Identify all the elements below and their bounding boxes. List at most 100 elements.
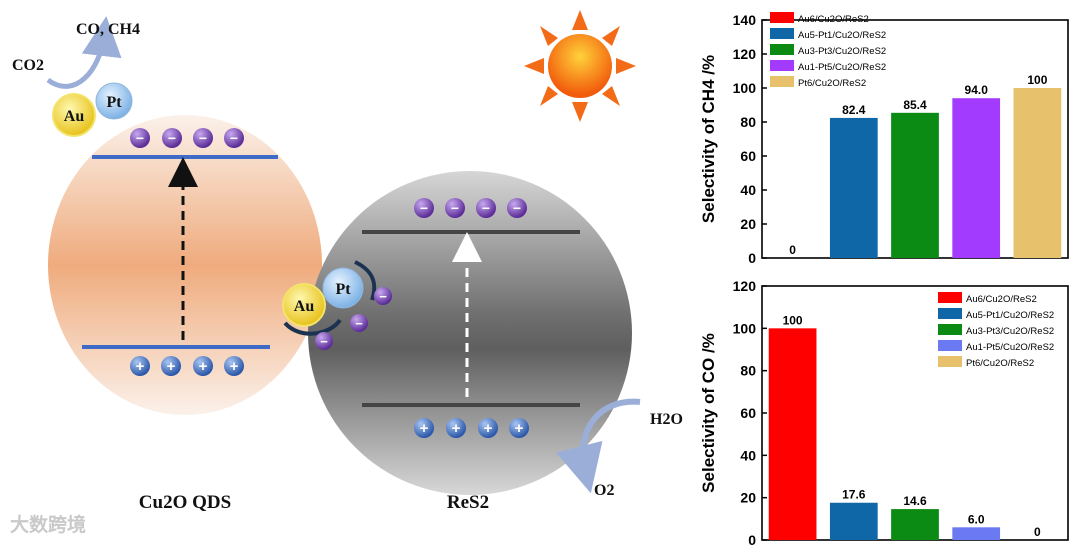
- co2-reduction-arrow: [46, 16, 122, 89]
- y-tick-label: 20: [740, 490, 756, 506]
- res2-sphere: [308, 171, 632, 495]
- electron-icon: −: [445, 198, 465, 218]
- svg-text:Au: Au: [64, 108, 85, 125]
- bar-value-label: 85.4: [903, 98, 927, 112]
- legend-swatch: [770, 44, 794, 55]
- legend-label: Au1-Pt5/Cu2O/ReS2: [798, 62, 886, 73]
- svg-text:+: +: [420, 420, 429, 437]
- legend-label: Pt6/Cu2O/ReS2: [798, 78, 866, 89]
- svg-text:−: −: [451, 200, 459, 216]
- bar: [952, 98, 1001, 258]
- electron-icon: −: [350, 314, 368, 332]
- co2-label: CO2: [12, 57, 44, 74]
- pt-nanoparticle-top: Pt: [95, 82, 133, 120]
- y-tick-label: 80: [740, 114, 756, 130]
- cu2o-sphere: [48, 115, 322, 415]
- bar-value-label: 94.0: [965, 83, 989, 97]
- bar-value-label: 100: [1027, 73, 1047, 87]
- svg-text:−: −: [168, 130, 176, 146]
- bar-value-label: 0: [789, 243, 796, 257]
- svg-text:+: +: [230, 358, 239, 375]
- au-nanoparticle-top: Au: [52, 93, 96, 137]
- legend-swatch: [770, 60, 794, 71]
- bar-value-label: 100: [783, 313, 803, 327]
- legend-swatch: [938, 356, 962, 367]
- legend-swatch: [938, 292, 962, 303]
- electron-icon: −: [507, 198, 527, 218]
- cu2o-holes: + + + +: [130, 356, 244, 376]
- svg-text:−: −: [420, 200, 428, 216]
- res2-caption: ReS2: [447, 492, 489, 513]
- hole-icon: +: [446, 418, 466, 438]
- svg-text:Pt: Pt: [335, 281, 351, 298]
- electron-icon: −: [193, 128, 213, 148]
- electron-icon: −: [224, 128, 244, 148]
- y-tick-label: 0: [748, 532, 756, 548]
- bar-value-label: 14.6: [903, 494, 927, 508]
- co-selectivity-chart: 0 20 40 60 80 100 120 Selectivity of CO /% 100 17…: [699, 278, 1069, 548]
- pt-nanoparticle-middle: Pt: [322, 267, 364, 309]
- legend-swatch: [938, 340, 962, 351]
- hole-icon: +: [193, 356, 213, 376]
- electron-transfer-arc: [354, 260, 377, 301]
- electron-icon: −: [162, 128, 182, 148]
- y-tick-label: 40: [740, 182, 756, 198]
- svg-text:−: −: [379, 289, 387, 304]
- electron-icon: −: [315, 332, 333, 350]
- legend-swatch: [938, 308, 962, 319]
- products-label: CO, CH4: [76, 21, 140, 38]
- y-tick-label: 100: [733, 80, 757, 96]
- y-tick-label: 60: [740, 405, 756, 421]
- svg-text:+: +: [515, 420, 524, 437]
- water-oxidation-arrow: [555, 398, 641, 494]
- hole-icon: +: [130, 356, 150, 376]
- y-axis-label: Selectivity of CO /%: [699, 333, 718, 493]
- y-tick-label: 120: [733, 46, 757, 62]
- y-tick-label: 100: [733, 320, 757, 336]
- y-tick-label: 40: [740, 447, 756, 463]
- h2o-label: H2O: [650, 411, 683, 428]
- y-tick-label: 120: [733, 278, 757, 294]
- hole-icon: +: [414, 418, 434, 438]
- svg-text:−: −: [199, 130, 207, 146]
- y-tick-label: 60: [740, 148, 756, 164]
- bar: [829, 117, 878, 258]
- bar-value-label: 17.6: [842, 488, 866, 502]
- bar: [768, 328, 817, 540]
- bar-value-label: 0: [1034, 525, 1041, 539]
- ch4-selectivity-chart: 0 20 40 60 80 100 120 140 Selectivity of CH4 /% 0…: [699, 12, 1069, 266]
- svg-text:−: −: [482, 200, 490, 216]
- res2-electrons: − − − −: [414, 198, 527, 218]
- y-tick-label: 80: [740, 363, 756, 379]
- legend-swatch: [770, 12, 794, 23]
- svg-text:+: +: [167, 358, 176, 375]
- electron-icon: −: [374, 287, 392, 305]
- legend-swatch: [938, 324, 962, 335]
- y-axis-label: Selectivity of CH4 /%: [699, 55, 718, 223]
- legend-label: Au3-Pt3/Cu2O/ReS2: [798, 46, 886, 57]
- bar-value-label: 6.0: [968, 512, 985, 526]
- svg-text:+: +: [452, 420, 461, 437]
- bar: [952, 527, 1001, 540]
- bar: [1013, 88, 1062, 258]
- legend-label: Au6/Cu2O/ReS2: [798, 14, 869, 25]
- legend-label: Au6/Cu2O/ReS2: [966, 294, 1037, 305]
- au-nanoparticle-middle: Au: [282, 283, 326, 327]
- legend-label: Au5-Pt1/Cu2O/ReS2: [966, 310, 1054, 321]
- y-tick-label: 0: [748, 250, 756, 266]
- svg-text:+: +: [199, 358, 208, 375]
- svg-text:−: −: [355, 316, 363, 331]
- o2-label: O2: [594, 482, 614, 499]
- cu2o-caption: Cu2O QDS: [139, 492, 231, 513]
- svg-text:−: −: [136, 130, 144, 146]
- res2-holes: + + + +: [414, 418, 529, 438]
- hole-icon: +: [509, 418, 529, 438]
- legend-label: Au5-Pt1/Cu2O/ReS2: [798, 30, 886, 41]
- electron-icon: −: [414, 198, 434, 218]
- sun-icon: [524, 10, 636, 122]
- legend-label: Au3-Pt3/Cu2O/ReS2: [966, 326, 1054, 337]
- y-tick-label: 140: [733, 12, 757, 28]
- svg-text:−: −: [230, 130, 238, 146]
- electron-icon: −: [130, 128, 150, 148]
- watermark: 大数跨境: [10, 514, 87, 536]
